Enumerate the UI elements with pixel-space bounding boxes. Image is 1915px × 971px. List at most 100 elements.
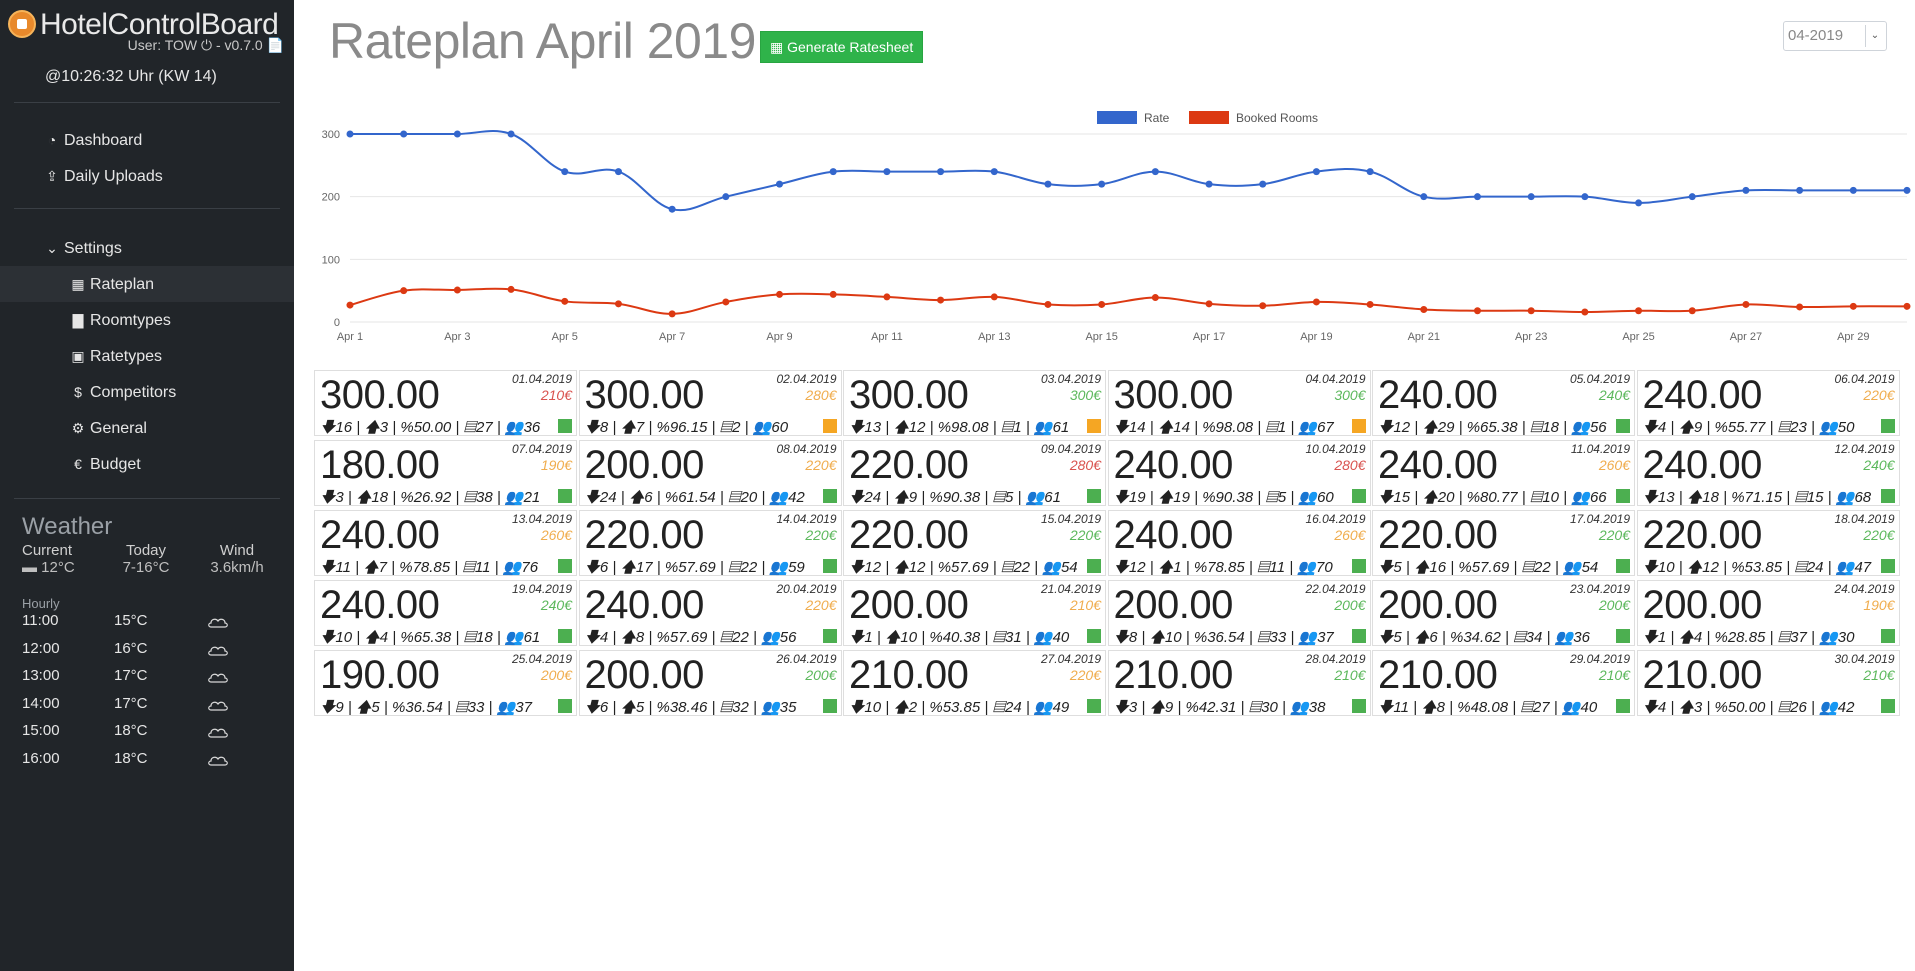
competitor-rate: 210€	[1863, 667, 1895, 683]
stat-guests: 54	[1060, 559, 1078, 576]
rate-card[interactable]: 240.00 13.04.2019 260€ 🡇11 | 🡅7 | %78.85 | …	[314, 510, 577, 576]
x-tick-label: Apr 23	[1515, 331, 1547, 343]
guests-icon: 👥	[769, 489, 789, 506]
arrow-down-icon: 🡇	[320, 629, 336, 646]
rate-card[interactable]: 240.00 19.04.2019 240€ 🡇10 | 🡅4 | %65.38 | …	[314, 580, 577, 646]
stat-down: 13	[1657, 489, 1675, 506]
rate-card[interactable]: 220.00 15.04.2019 220€ 🡇12 | 🡅12 | %57.69 |…	[843, 510, 1106, 576]
stat-guests: 61	[1052, 419, 1070, 436]
rate-card[interactable]: 210.00 27.04.2019 220€ 🡇10 | 🡅2 | %53.85 | …	[843, 650, 1106, 716]
status-indicator	[558, 419, 572, 433]
nav-dashboard[interactable]: ◔ Dashboard	[0, 122, 294, 158]
hourly-row: 15:00 18°C	[22, 722, 262, 748]
guests-icon: 👥	[1298, 419, 1318, 436]
stat-rooms: 38	[475, 489, 493, 506]
rate-card[interactable]: 300.00 03.04.2019 300€ 🡇13 | 🡅12 | %98.08 |…	[843, 370, 1106, 436]
stat-guests: 42	[1837, 699, 1855, 716]
rate-card[interactable]: 190.00 25.04.2019 200€ 🡇9 | 🡅5 | %36.54 | ▤…	[314, 650, 577, 716]
data-point	[453, 286, 461, 294]
hourly-temp: 16°C	[114, 639, 148, 657]
stat-rooms: 22	[1533, 559, 1551, 576]
rate-card[interactable]: 240.00 12.04.2019 240€ 🡇13 | 🡅18 | %71.15 |…	[1636, 440, 1900, 506]
arrow-up-icon: 🡅	[1422, 489, 1438, 506]
nav-settings[interactable]: ⌄ Settings	[0, 230, 294, 266]
stat-up: 20	[1437, 489, 1455, 506]
guests-icon: 👥	[1297, 559, 1316, 576]
upload-icon: ⇪	[46, 168, 58, 184]
rate-card[interactable]: 300.00 04.04.2019 300€ 🡇14 | 🡅14 | %98.08 |…	[1107, 370, 1371, 436]
stat-guests: 21	[523, 489, 541, 506]
nav-competitors[interactable]: $ Competitors	[0, 374, 294, 410]
stat-occupancy: 78.85	[1207, 559, 1245, 576]
nav-rateplan[interactable]: ▦ Rateplan	[0, 266, 294, 302]
clock: @10:26:32 Uhr (KW 14)	[45, 68, 217, 85]
rate-stats: 🡇12 | 🡅29 | %65.38 | ▤18 | 👥56	[1378, 419, 1607, 436]
competitor-rate: 220€	[1069, 667, 1101, 683]
rate-card[interactable]: 300.00 01.04.2019 210€ 🡇16 | 🡅3 | %50.00 | …	[314, 370, 577, 436]
data-point	[1742, 186, 1750, 194]
arrow-up-icon: 🡅	[1157, 559, 1174, 576]
rate-card[interactable]: 240.00 20.04.2019 220€ 🡇4 | 🡅8 | %57.69 | ▤…	[578, 580, 842, 646]
stat-rooms: 11	[474, 559, 491, 576]
nav-roomtypes[interactable]: ▇ Roomtypes	[0, 302, 294, 338]
arrow-down-icon: 🡇	[849, 699, 865, 716]
rate-card[interactable]: 220.00 18.04.2019 220€ 🡇10 | 🡅12 | %53.85 |…	[1636, 510, 1900, 576]
main-content: Rateplan April 2019 ▦ Generate Ratesheet…	[299, 0, 1915, 971]
percent-icon: %	[656, 699, 670, 716]
rate-card[interactable]: 300.00 02.04.2019 280€ 🡇8 | 🡅7 | %96.15 | ▤…	[578, 370, 842, 436]
nav-daily-uploads[interactable]: ⇪ Daily Uploads	[0, 158, 294, 194]
rate-card[interactable]: 180.00 07.04.2019 190€ 🡇3 | 🡅18 | %26.92 | …	[314, 440, 577, 506]
rate-card[interactable]: 220.00 14.04.2019 220€ 🡇6 | 🡅17 | %57.69 | …	[578, 510, 842, 576]
percent-icon: %	[656, 629, 670, 646]
rate-card[interactable]: 210.00 28.04.2019 210€ 🡇3 | 🡅9 | %42.31 | ▤…	[1107, 650, 1371, 716]
legend-swatch-rate	[1097, 111, 1137, 124]
rate-card[interactable]: 200.00 22.04.2019 200€ 🡇8 | 🡅10 | %36.54 | …	[1107, 580, 1371, 646]
x-tick-label: Apr 9	[766, 331, 792, 343]
rate-card[interactable]: 240.00 10.04.2019 280€ 🡇19 | 🡅19 | %90.38 |…	[1107, 440, 1371, 506]
stat-rooms: 1	[1013, 419, 1022, 436]
arrow-down-icon: 🡇	[584, 559, 600, 576]
stat-down: 8	[1128, 629, 1138, 646]
rate-card[interactable]: 200.00 26.04.2019 200€ 🡇6 | 🡅5 | %38.46 | ▤…	[578, 650, 842, 716]
rate-card[interactable]: 220.00 17.04.2019 220€ 🡇5 | 🡅16 | %57.69 | …	[1372, 510, 1635, 576]
rate-card[interactable]: 200.00 23.04.2019 200€ 🡇5 | 🡅6 | %34.62 | ▤…	[1372, 580, 1635, 646]
nav-general[interactable]: ⚙ General	[0, 410, 294, 446]
rate-card[interactable]: 240.00 11.04.2019 260€ 🡇15 | 🡅20 | %80.77 |…	[1372, 440, 1635, 506]
rate-stats: 🡇8 | 🡅10 | %36.54 | ▤33 | 👥37	[1113, 629, 1334, 646]
rate-card[interactable]: 220.00 09.04.2019 280€ 🡇24 | 🡅9 | %90.38 | …	[843, 440, 1106, 506]
status-indicator	[1616, 559, 1630, 573]
rate-stats: 🡇6 | 🡅5 | %38.46 | ▤32 | 👥35	[584, 699, 797, 716]
hourly-time: 14:00	[22, 694, 60, 712]
competitor-rate: 220€	[1598, 527, 1630, 543]
x-tick-label: Apr 13	[978, 331, 1010, 343]
arrow-down-icon: 🡇	[849, 629, 865, 646]
rate-stats: 🡇5 | 🡅16 | %57.69 | ▤22 | 👥54	[1378, 559, 1599, 576]
generate-ratesheet-button[interactable]: ▦ Generate Ratesheet	[760, 31, 924, 63]
rate-card[interactable]: 200.00 08.04.2019 220€ 🡇24 | 🡅6 | %61.54 | …	[578, 440, 842, 506]
rate-card[interactable]: 240.00 06.04.2019 220€ 🡇4 | 🡅9 | %55.77 | ▤…	[1636, 370, 1900, 436]
stat-down: 1	[864, 629, 873, 646]
data-point	[1151, 294, 1159, 302]
guests-icon: 👥	[1290, 699, 1309, 716]
rate-card[interactable]: 200.00 24.04.2019 190€ 🡇1 | 🡅4 | %28.85 | ▤…	[1636, 580, 1900, 646]
month-select[interactable]: 04-2019 ⌄	[1783, 21, 1887, 51]
rate-card[interactable]: 210.00 29.04.2019 210€ 🡇11 | 🡅8 | %48.08 | …	[1372, 650, 1635, 716]
rate-stats: 🡇8 | 🡅7 | %96.15 | ▤2 | 👥60	[584, 419, 789, 436]
user-info[interactable]: User: TOW ⏻ - v0.7.0 📄	[127, 37, 284, 53]
rate-stats: 🡇1 | 🡅10 | %40.38 | ▤31 | 👥40	[849, 629, 1070, 646]
data-point	[507, 285, 515, 293]
stat-up: 16	[1429, 559, 1447, 576]
rate-card[interactable]: 240.00 16.04.2019 260€ 🡇12 | 🡅1 | %78.85 | …	[1107, 510, 1371, 576]
rate-date: 13.04.2019	[511, 512, 572, 526]
stat-down: 11	[335, 559, 351, 576]
rate-card[interactable]: 240.00 05.04.2019 240€ 🡇12 | 🡅29 | %65.38 |…	[1372, 370, 1635, 436]
nav-ratetypes[interactable]: ▣ Ratetypes	[0, 338, 294, 374]
rate-date: 09.04.2019	[1040, 442, 1101, 456]
stat-guests: 42	[788, 489, 805, 506]
arrow-down-icon: 🡇	[320, 699, 336, 716]
data-point	[829, 168, 837, 176]
rate-card[interactable]: 200.00 21.04.2019 210€ 🡇1 | 🡅10 | %40.38 | …	[843, 580, 1106, 646]
stat-up: 10	[900, 629, 918, 646]
rate-card[interactable]: 210.00 30.04.2019 210€ 🡇4 | 🡅3 | %50.00 | ▤…	[1636, 650, 1900, 716]
nav-budget[interactable]: € Budget	[0, 446, 294, 482]
